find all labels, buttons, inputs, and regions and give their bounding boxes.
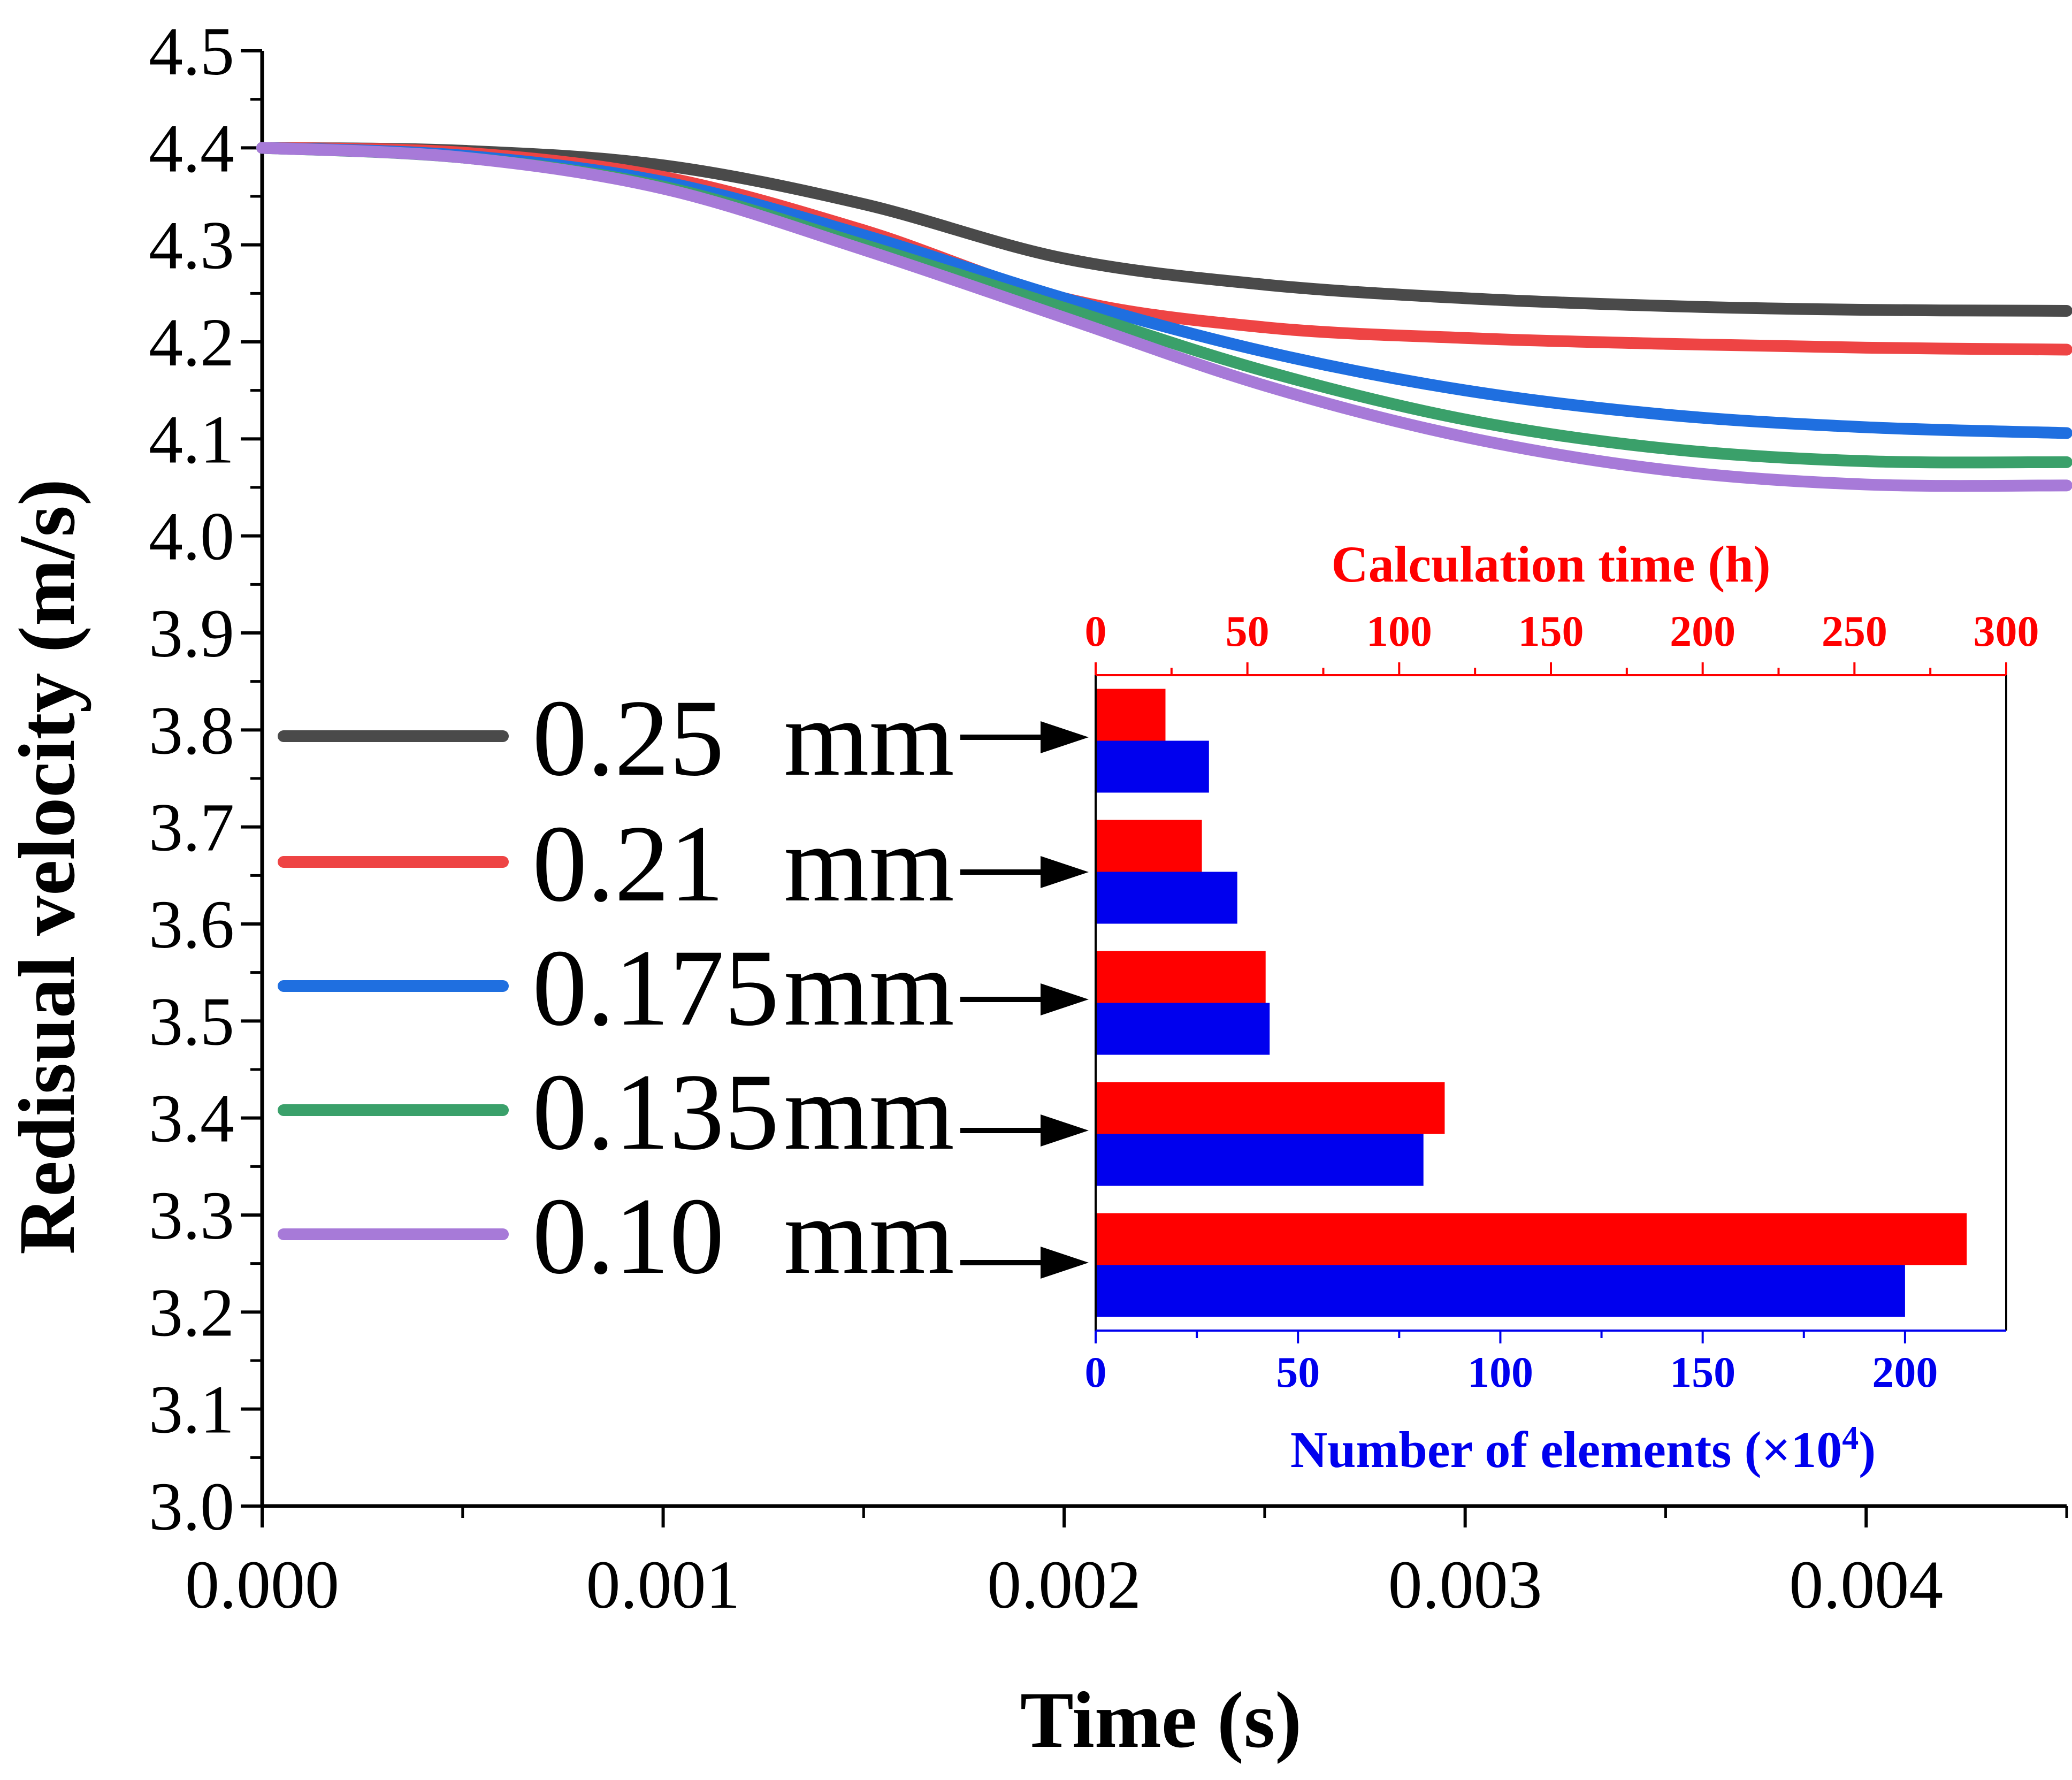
y-tick-label: 4.2	[149, 304, 234, 380]
x-tick-label: 0.000	[185, 1547, 339, 1623]
bottom-tick-label: 150	[1670, 1348, 1735, 1396]
top-tick-label: 100	[1366, 607, 1432, 655]
legend-label-value: 0.175	[532, 927, 779, 1049]
y-axis-title: Redisual velocity (m/s)	[3, 479, 91, 1255]
y-tick-label: 3.7	[149, 790, 234, 866]
top-tick-label: 0	[1085, 607, 1107, 655]
y-tick-label: 4.4	[149, 110, 234, 186]
bottom-tick-label: 200	[1872, 1348, 1938, 1396]
main-ticks: 3.0 3.1 3.2 3.3 3.4 3.5 3.6 3.7 3.8 3.9 4.0 4.1 4.2 4…	[149, 13, 2068, 1623]
x-tick-label: 0.004	[1789, 1547, 1943, 1623]
legend-label-value: 0.21	[532, 803, 724, 925]
y-tick-label: 4.0	[149, 499, 234, 575]
legend-arrow-head	[1041, 1247, 1089, 1279]
inset-bar-chart: 0 50 100 150 200 250 300 Calculation time (h) 0 5…	[960, 536, 2039, 1478]
top-tick-label: 300	[1974, 607, 2039, 655]
legend-label-unit: mm	[784, 803, 954, 925]
legend-label-unit: mm	[784, 927, 954, 1049]
bar-calc-time	[1096, 951, 1266, 1003]
y-tick-label: 3.0	[149, 1469, 234, 1545]
top-tick-label: 150	[1518, 607, 1584, 655]
legend-arrow-head	[1041, 856, 1089, 888]
bar-calc-time	[1096, 1213, 1967, 1265]
legend-label-unit: mm	[784, 1051, 954, 1173]
x-tick-label: 0.002	[987, 1547, 1141, 1623]
y-tick-label: 4.1	[149, 401, 234, 477]
y-tick-label: 4.3	[149, 208, 234, 284]
legend-label-value: 0.25	[532, 677, 724, 799]
bar-elements	[1096, 872, 1237, 924]
top-tick-label: 200	[1670, 607, 1735, 655]
x-tick-label: 0.003	[1388, 1547, 1542, 1623]
x-axis-title: Time (s)	[1020, 1676, 1302, 1764]
y-tick-label: 3.4	[149, 1081, 234, 1157]
y-tick-label: 3.3	[149, 1178, 234, 1254]
legend: 0.25 mm0.21 mm0.175 mm0.135 mm0.10 mm	[278, 677, 954, 1297]
inset-bottom-axis-title: Number of elements (×104)	[1290, 1420, 1876, 1478]
legend-arrow-head	[1041, 1114, 1089, 1147]
bottom-tick-label: 50	[1276, 1348, 1320, 1396]
top-tick-label: 250	[1822, 607, 1887, 655]
legend-label-unit: mm	[784, 677, 954, 799]
bar-calc-time	[1096, 689, 1166, 741]
bar-elements	[1096, 740, 1209, 793]
y-tick-label: 3.9	[149, 595, 234, 671]
inset-bottom-title-sup: 4	[1842, 1420, 1859, 1456]
series-line-0_21	[256, 142, 2072, 356]
legend-arrow-head	[1041, 721, 1089, 753]
bar-calc-time	[1096, 820, 1202, 872]
bar-elements	[1096, 1134, 1424, 1186]
top-tick-label: 50	[1226, 607, 1270, 655]
legend-arrow-head	[1041, 983, 1089, 1015]
bar-elements	[1096, 1003, 1270, 1055]
inset-bottom-title-end: )	[1859, 1421, 1876, 1478]
y-tick-label: 3.2	[149, 1274, 234, 1350]
bar-elements	[1096, 1265, 1905, 1317]
series-line-0_175	[256, 142, 2072, 439]
y-tick-label: 3.1	[149, 1372, 234, 1448]
series-line-0_25	[256, 142, 2072, 317]
bar-calc-time	[1096, 1082, 1445, 1134]
series-lines	[256, 142, 2072, 492]
legend-label-value: 0.135	[532, 1051, 779, 1173]
y-tick-label: 3.5	[149, 983, 234, 1059]
y-tick-label: 3.6	[149, 887, 234, 962]
bottom-tick-label: 0	[1085, 1348, 1107, 1396]
inset-top-axis-title: Calculation time (h)	[1331, 536, 1770, 593]
x-tick-label: 0.001	[586, 1547, 740, 1623]
series-line-0_10	[256, 142, 2072, 492]
legend-label-value: 0.10	[532, 1175, 724, 1297]
legend-label-unit: mm	[784, 1175, 954, 1297]
bottom-tick-label: 100	[1467, 1348, 1533, 1396]
y-tick-label: 3.8	[149, 692, 234, 768]
inset-bottom-title-main: Number of elements (×10	[1290, 1421, 1842, 1478]
y-tick-label: 4.5	[149, 13, 234, 89]
